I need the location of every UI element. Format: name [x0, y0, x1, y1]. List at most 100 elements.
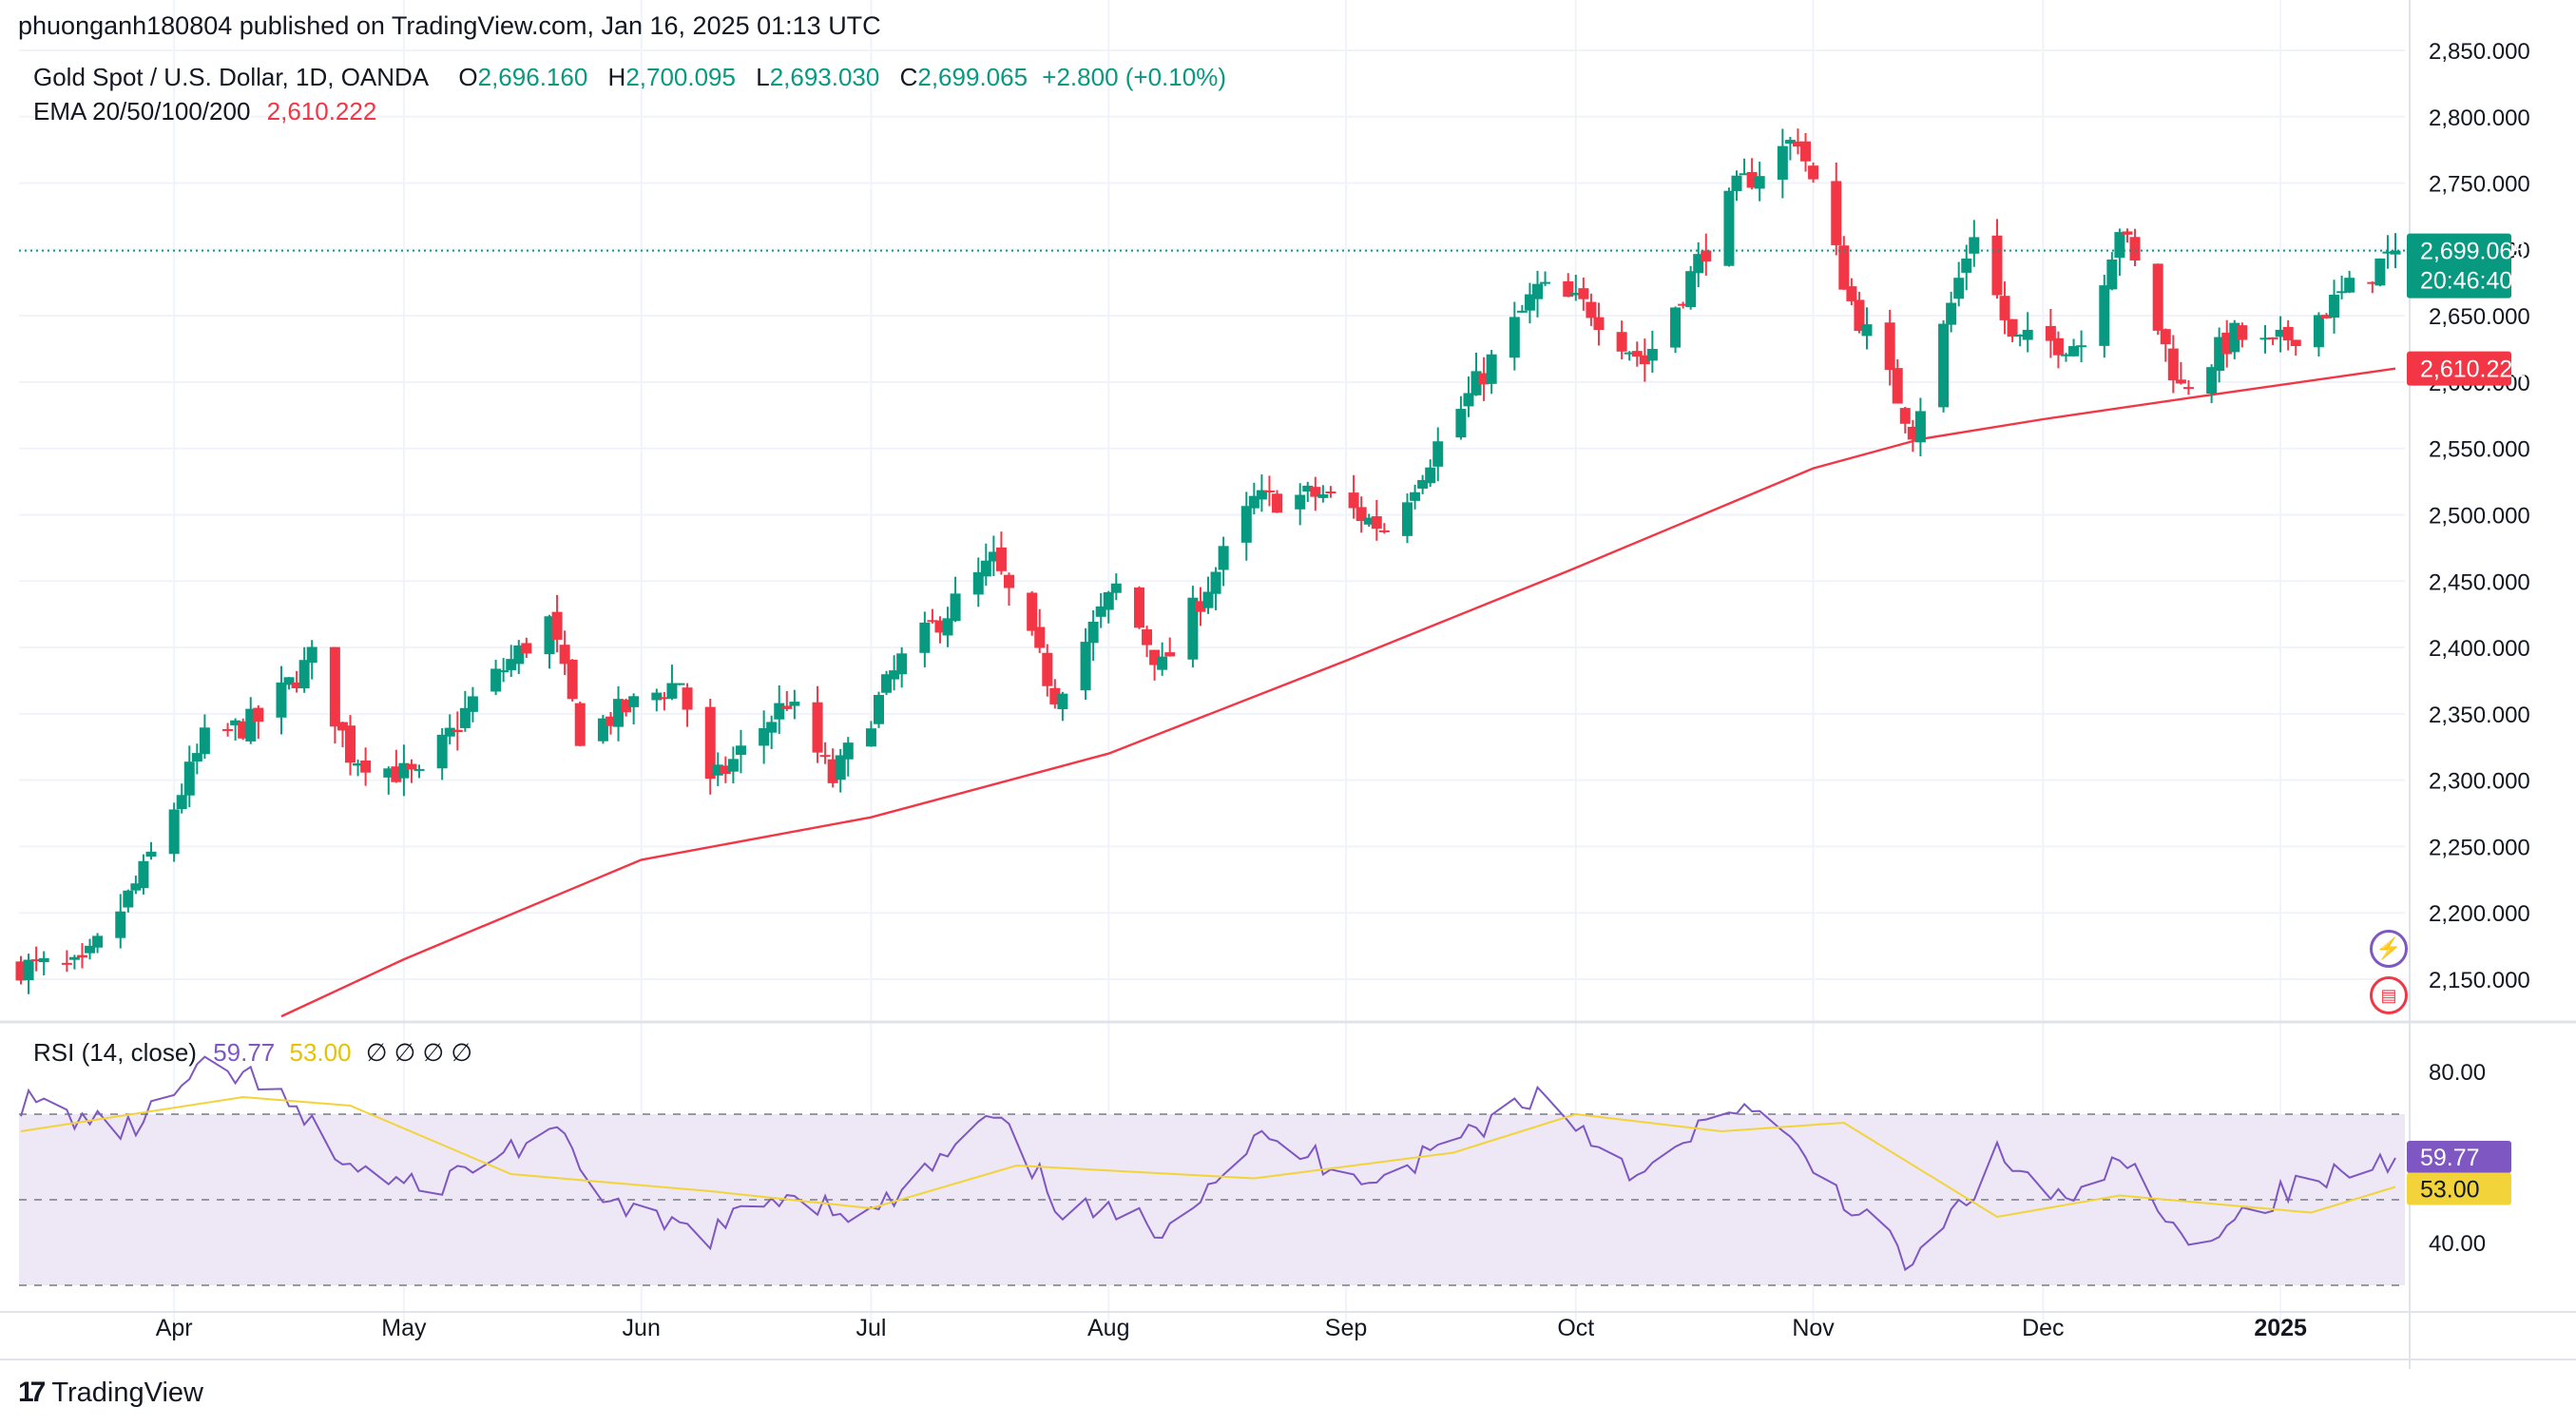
low-key: L — [756, 63, 770, 91]
candle-body — [199, 727, 210, 755]
candle-body — [2045, 325, 2056, 341]
candle-body — [222, 728, 234, 731]
candle-body — [628, 696, 640, 707]
candle-body — [1701, 250, 1712, 261]
candle-body — [881, 674, 893, 693]
candle-body — [1961, 258, 1972, 273]
candle-body — [1846, 286, 1857, 301]
candle-body — [1831, 181, 1842, 245]
candle-body — [2152, 263, 2163, 331]
price-tick-label: 2,350.000 — [2429, 703, 2530, 728]
candle-body — [1991, 235, 2003, 296]
price-tick-label: 2,450.000 — [2429, 569, 2530, 595]
us-flag-icon[interactable]: ▤ — [2370, 976, 2408, 1014]
candle-body — [766, 722, 778, 733]
candle-body — [896, 653, 908, 675]
candle-body — [92, 935, 104, 948]
candle-body — [842, 742, 854, 760]
candle-body — [2229, 322, 2240, 353]
candle-body — [613, 699, 625, 727]
candle-body — [398, 762, 410, 779]
candle-body — [1042, 652, 1053, 686]
candle-body — [1777, 145, 1788, 180]
candle-body — [1946, 302, 1957, 325]
rsi-legend[interactable]: RSI (14, close) 59.77 53.00 ∅ ∅ ∅ ∅ — [33, 1038, 482, 1068]
ema-legend[interactable]: EMA 20/50/100/200 2,610.222 — [33, 97, 376, 126]
candle-body — [1187, 597, 1199, 660]
candle-body — [544, 616, 555, 655]
candle-body — [1953, 278, 1965, 299]
candle-body — [1202, 591, 1214, 608]
rsi-label: RSI (14, close) — [33, 1038, 197, 1067]
candle-body — [115, 911, 126, 938]
high-key: H — [607, 63, 626, 91]
candle-body — [1149, 649, 1161, 665]
candle-body — [927, 620, 938, 623]
high-value: 2,700.095 — [625, 63, 736, 91]
candle-body — [498, 670, 509, 673]
candle-body — [452, 729, 463, 733]
candle-body — [567, 659, 578, 700]
candle-body — [2259, 337, 2271, 340]
candle-body — [1531, 283, 1543, 299]
candle-body — [666, 683, 678, 699]
candle-body — [1034, 626, 1046, 648]
candle-body — [1478, 373, 1490, 385]
candle-body — [1355, 507, 1367, 522]
candle-body — [130, 883, 142, 891]
candle-body — [2344, 278, 2355, 293]
candle-body — [781, 705, 793, 709]
symbol-legend[interactable]: Gold Spot / U.S. Dollar, 1D, OANDA O2,69… — [33, 63, 1226, 92]
candle-body — [1195, 601, 1206, 612]
candle-body — [1256, 490, 1267, 500]
candle-body — [1049, 687, 1061, 704]
candle-body — [972, 571, 984, 595]
candle-body — [1509, 317, 1520, 358]
tradingview-mark-icon: 17 — [18, 1377, 46, 1408]
candle-body — [2160, 329, 2171, 345]
candle-body — [1486, 354, 1497, 384]
rsi-ma-line — [20, 1095, 2396, 1219]
candle-body — [344, 725, 356, 763]
price-tick-label: 2,250.000 — [2429, 835, 2530, 860]
candle-body — [1463, 393, 1474, 407]
candle-body — [759, 728, 770, 746]
candle-body — [145, 851, 157, 858]
ema-line — [280, 367, 2396, 1018]
candle-body — [2099, 285, 2110, 346]
candle-body — [1455, 409, 1467, 438]
candle-body — [2061, 354, 2072, 356]
candle-body — [15, 961, 27, 981]
candle-body — [391, 766, 402, 782]
time-tick-label: 2025 — [2254, 1315, 2307, 1341]
candle-body — [1110, 583, 1122, 593]
candle-body — [298, 660, 310, 689]
candle-body — [1378, 530, 1390, 532]
flash-icon[interactable]: ⚡ — [2370, 930, 2408, 968]
candle-body — [2290, 339, 2301, 346]
ema-path — [280, 367, 2396, 1018]
rsi-ma-tag-bg — [2407, 1172, 2511, 1205]
candle-body — [383, 768, 394, 778]
candle-body — [1838, 245, 1850, 290]
candle-body — [1808, 165, 1819, 180]
candle-body — [1938, 323, 1950, 408]
candle-body — [1593, 317, 1605, 331]
last-price-tag: 2,699.065 — [2420, 239, 2526, 265]
candle-body — [506, 659, 517, 670]
time-tick-label: May — [381, 1315, 427, 1341]
candle-body — [2022, 329, 2033, 340]
candle-body — [597, 718, 608, 742]
candle-body — [1363, 517, 1375, 525]
candle-body — [1746, 171, 1758, 188]
candle-body — [2175, 379, 2186, 384]
candle-body — [230, 720, 241, 725]
candle-body — [1133, 587, 1144, 628]
time-tick-label: Aug — [1087, 1315, 1129, 1341]
candle-body — [1371, 516, 1382, 530]
candle-body — [2214, 337, 2225, 372]
candle-body — [1425, 467, 1436, 484]
price-tick-label: 2,650.000 — [2429, 304, 2530, 330]
candle-body — [1540, 281, 1551, 284]
